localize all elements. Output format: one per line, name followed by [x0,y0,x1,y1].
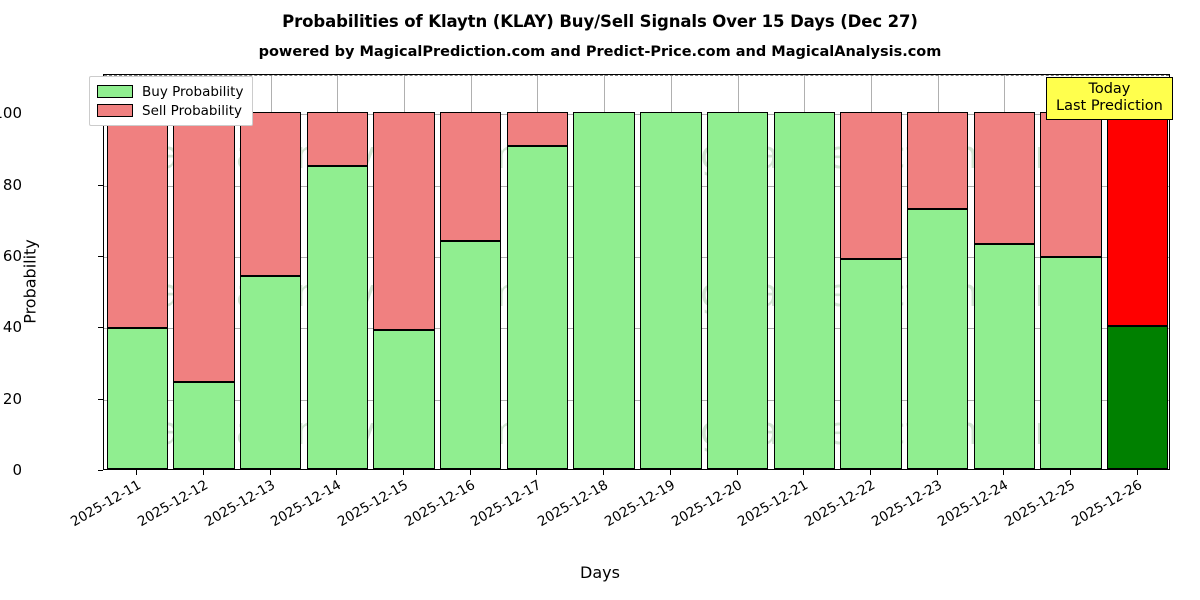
today-annotation-line1: Today [1088,81,1131,97]
legend-label-sell: Sell Probability [142,102,243,119]
bar-segment-buy [173,381,235,469]
bar-segment-buy [1106,326,1169,469]
bar [1040,75,1102,469]
bar-segment-buy [506,146,569,469]
bar-segment-sell [440,112,502,241]
bar-segment-sell [1106,112,1169,327]
bar-segment-sell [106,112,168,329]
y-tick-label: 100 [0,104,22,123]
bar [840,75,902,469]
bar-segment-buy [240,276,302,469]
bar [640,75,702,469]
bar [173,75,235,469]
bar-segment-buy [840,258,902,469]
y-tick-mark [98,184,103,186]
y-tick-label: 20 [2,389,22,408]
x-tick-mark [669,470,671,475]
bar-today [1106,75,1169,469]
y-axis-label: Probability [20,239,40,324]
legend-swatch-sell [97,104,133,117]
bar [373,75,435,469]
bar-segment-sell [840,112,902,259]
bar-segment-buy [440,240,502,469]
bar-segment-sell [973,112,1035,245]
bar [506,75,569,469]
bar [306,75,369,469]
gridline-horizontal [104,328,1169,330]
bar-segment-buy [373,329,435,469]
bar [973,75,1035,469]
gridline-horizontal [104,256,1169,258]
gridline-horizontal [104,399,1169,401]
bar-segment-sell [1040,112,1102,257]
x-tick-mark [203,470,205,475]
x-tick-mark [1069,470,1071,475]
x-tick-mark [736,470,738,475]
bar [706,75,769,469]
bar-segment-buy [706,112,769,469]
today-annotation: Today Last Prediction [1046,77,1173,121]
chart-subtitle: powered by MagicalPrediction.com and Pre… [258,44,942,60]
y-tick-label: 40 [2,318,22,337]
bar-segment-sell [506,112,569,147]
x-tick-mark [803,470,805,475]
bar [106,75,168,469]
bar-segment-buy [573,112,635,469]
today-annotation-line2: Last Prediction [1056,98,1163,115]
y-tick-mark [98,470,103,471]
gridline-horizontal [104,185,1169,187]
legend-item-sell: Sell Probability [97,101,243,120]
bar-segment-buy [973,244,1035,469]
plot-inner: MagicalAnalysis.comMagicalPrediction.com… [104,75,1169,469]
x-tick-mark [336,470,338,475]
y-tick-label: 0 [12,461,22,479]
bar-segment-buy [306,165,369,469]
bar-segment-sell [306,112,369,166]
x-tick-mark [936,470,938,475]
legend-item-buy: Buy Probability [97,82,243,101]
bar-segment-buy [640,112,702,469]
chart-title: Probabilities of Klaytn (KLAY) Buy/Sell … [282,12,918,31]
reference-dashed-line [104,75,1169,76]
bar-segment-sell [173,112,235,382]
gridline-horizontal [104,114,1169,116]
bar [440,75,502,469]
y-tick-mark [98,327,103,329]
x-tick-mark [869,470,871,475]
bar [240,75,302,469]
bar-segment-sell [373,112,435,330]
bar [906,75,969,469]
x-tick-mark [1136,470,1138,475]
bar-segment-buy [1040,256,1102,469]
bar [773,75,835,469]
y-tick-mark [98,398,103,400]
plot-area: MagicalAnalysis.comMagicalPrediction.com… [103,74,1170,470]
legend-label-buy: Buy Probability [142,83,244,100]
x-tick-mark [469,470,471,475]
bar [573,75,635,469]
x-tick-mark [136,470,138,475]
x-tick-mark [603,470,605,475]
bar-segment-buy [773,112,835,469]
y-tick-label: 80 [2,175,22,194]
x-tick-mark [1003,470,1005,475]
bar-segment-buy [906,208,969,469]
chart-legend: Buy Probability Sell Probability [89,76,254,126]
y-tick-mark [98,255,103,257]
x-tick-mark [403,470,405,475]
x-tick-mark [536,470,538,475]
bar-segment-sell [240,112,302,277]
legend-swatch-buy [97,85,133,98]
x-axis-label: Days [580,563,620,582]
bar-segment-sell [906,112,969,209]
bar-segment-buy [106,328,168,469]
y-tick-label: 60 [2,246,22,265]
x-tick-mark [269,470,271,475]
